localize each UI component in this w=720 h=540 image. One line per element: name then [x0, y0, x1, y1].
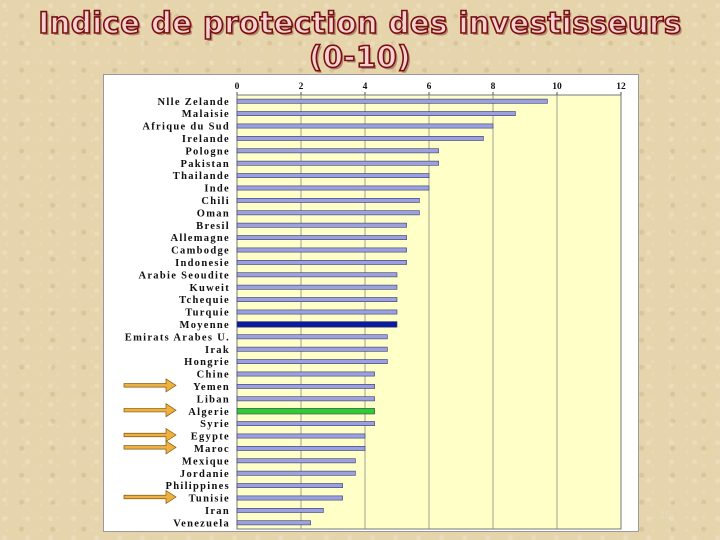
bar: [236, 160, 439, 166]
bar: [236, 284, 398, 290]
bar: [236, 334, 388, 340]
bar: [236, 371, 375, 377]
bar: [236, 260, 407, 265]
category-label: Thailande: [173, 171, 230, 182]
category-label: Algerie: [188, 407, 230, 418]
x-tick-label: 10: [552, 82, 562, 92]
bar: [236, 421, 375, 426]
category-label: Pakistan: [181, 159, 231, 170]
bar: [236, 198, 420, 203]
bar: [236, 173, 430, 178]
bar: [236, 309, 398, 315]
category-label: Jordanie: [180, 469, 230, 480]
category-label: Afrique du Sud: [142, 122, 230, 133]
bar: [236, 148, 439, 154]
bar: [236, 297, 398, 302]
category-label: Hongrie: [184, 357, 230, 368]
x-tick-label: 4: [363, 82, 368, 92]
bar: [236, 98, 548, 104]
bar: [236, 495, 343, 501]
bar: [236, 520, 311, 526]
bar: [236, 135, 484, 141]
category-label: Emirats Arabes U.: [125, 332, 230, 343]
category-label: Chili: [201, 196, 230, 207]
bar: [236, 346, 388, 352]
category-label: Irelande: [182, 134, 230, 145]
bar: [236, 272, 398, 278]
category-label: Cambodge: [171, 246, 230, 257]
category-label: Pologne: [185, 146, 230, 157]
category-label: Irak: [205, 345, 230, 356]
category-label: Venezuela: [173, 518, 230, 529]
x-tick-label: 2: [299, 82, 304, 92]
bar: [236, 433, 366, 439]
bar: [236, 222, 407, 228]
x-tick-label: 6: [427, 82, 432, 92]
bar: [236, 470, 356, 476]
bar: [236, 185, 430, 191]
category-label: Oman: [197, 208, 230, 219]
bar: [236, 210, 420, 216]
bar: [236, 111, 516, 116]
category-label: Tunisie: [189, 494, 230, 505]
category-label: Nlle Zelande: [158, 97, 230, 108]
bar: [236, 483, 343, 488]
category-label: Egypte: [191, 432, 230, 443]
category-label: Maroc: [194, 444, 230, 455]
category-label: Tchequie: [179, 295, 230, 306]
bar: [236, 359, 388, 364]
category-label: Moyenne: [179, 320, 230, 331]
chart-subtitle: (0-10): [308, 39, 412, 75]
category-label: Bresil: [196, 221, 230, 232]
slide-number: 15: [660, 510, 672, 521]
category-label: Indonesie: [175, 258, 230, 269]
x-tick-label: 8: [491, 82, 496, 92]
category-label: Allemagne: [170, 233, 230, 244]
category-label: Chine: [197, 370, 230, 381]
category-label: Liban: [197, 394, 230, 405]
chart-frame: 0 2 4 6 8 10 12 Nlle Zelande Malaisie Afrique du …: [103, 74, 639, 532]
category-label: Syrie: [200, 419, 230, 430]
bar: [236, 235, 407, 240]
bar: [236, 408, 375, 415]
category-label: Inde: [204, 184, 230, 195]
bar: [236, 247, 407, 253]
bar: [236, 507, 324, 513]
bar: [236, 321, 398, 328]
category-label: Arabie Seoudite: [138, 270, 230, 281]
category-label: Mexique: [182, 456, 230, 467]
bar: [236, 458, 356, 464]
x-tick-label: 0: [235, 82, 240, 92]
category-label: Malaisie: [182, 109, 230, 120]
x-tick-label: 12: [616, 82, 626, 92]
bar: [236, 123, 494, 129]
category-label: Turquie: [185, 308, 230, 319]
chart-title: Indice de protection des investisseurs: [38, 5, 682, 41]
category-label: Iran: [205, 506, 230, 517]
category-label: Philippines: [166, 481, 231, 492]
bar: [236, 396, 375, 402]
category-label: Yemen: [193, 382, 230, 393]
category-label: Kuweit: [190, 283, 230, 294]
bar: [236, 383, 375, 389]
bar: [236, 445, 366, 451]
